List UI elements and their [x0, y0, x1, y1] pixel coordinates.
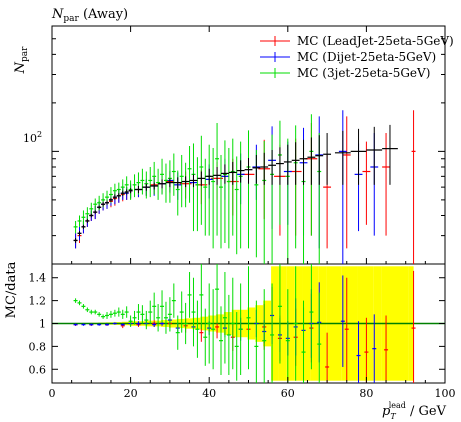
x-tick-label: 60 [281, 387, 295, 400]
x-tick-label: 80 [359, 387, 373, 400]
chart-title-main: N [51, 7, 64, 22]
x-axis-label-sub: T [390, 412, 396, 421]
y-axis-label-sub: par [20, 46, 30, 62]
x-axis-label-sup: lead [389, 401, 406, 410]
x-axis-label-main: p [382, 404, 391, 419]
chart-title-sub: par [63, 14, 79, 24]
legend-entry: MC (LeadJet-25eta-5GeV) [297, 34, 454, 48]
ratio-y-tick-label: 1.2 [29, 295, 47, 308]
legend-entry: MC (3jet-25eta-5GeV) [297, 66, 430, 80]
y-axis-label-main: N [13, 61, 28, 74]
x-tick-label: 40 [202, 387, 216, 400]
x-axis-label-unit: / GeV [406, 404, 447, 419]
legend: MC (LeadJet-25eta-5GeV) MC (Dijet-25eta-5… [260, 34, 454, 80]
ratio-plot-area [52, 264, 445, 383]
ratio-y-tick-label: 1.4 [29, 272, 47, 285]
ratio-y-tick-label: 0.8 [29, 340, 47, 353]
series-2 [73, 114, 322, 264]
ratio-y-tick-label: 1 [39, 318, 46, 331]
series-3 [73, 124, 398, 244]
main-plot-area [73, 110, 416, 264]
x-tick-label: 0 [49, 387, 56, 400]
top-y-tick-exp: 2 [37, 130, 42, 139]
x-tick-label: 20 [124, 387, 138, 400]
top-y-tick-label: 102 [23, 130, 42, 145]
y-axis-label: Npar [13, 46, 30, 75]
legend-entry: MC (Dijet-25eta-5GeV) [297, 50, 436, 64]
ratio-y-tick-label: 0.6 [29, 363, 47, 376]
chart-title-rest: (Away) [79, 7, 128, 22]
x-tick-label: 100 [435, 387, 456, 400]
chart-title: Npar (Away) [51, 7, 128, 24]
series-0 [73, 110, 416, 264]
top-y-tick-base: 10 [23, 132, 37, 145]
ratio-y-axis-label: MC/data [4, 261, 19, 318]
ratio-series-2 [73, 264, 322, 383]
x-axis-label: pTlead / GeV [382, 401, 447, 421]
